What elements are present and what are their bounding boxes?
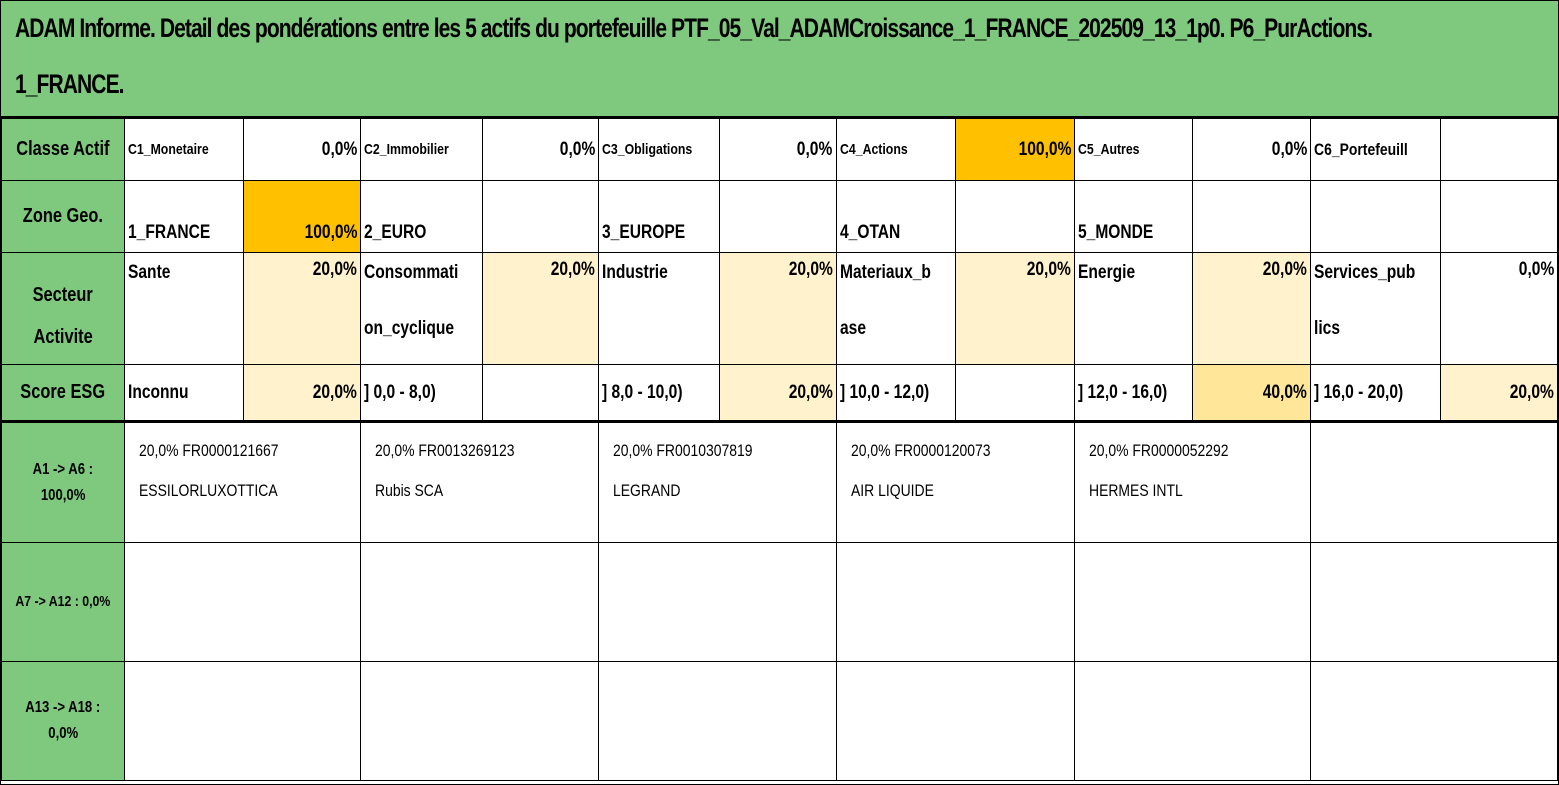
cell-name[interactable]: 2_EURO (360, 180, 484, 253)
cell-value[interactable] (955, 364, 1076, 422)
cell-name[interactable]: 3_EUROPE (597, 180, 720, 253)
cell-value[interactable] (1440, 118, 1558, 181)
row-zone-geo: Zone Geo. 1_FRANCE 100,0% 2_EURO 3_EUROP… (1, 180, 1558, 253)
cell-name[interactable]: Sante (123, 252, 245, 365)
cell-name[interactable]: ] 8,0 - 10,0) (597, 364, 720, 422)
cell-value[interactable]: 20,0% (955, 252, 1076, 365)
cell-name[interactable]: ] 0,0 - 8,0) (360, 364, 484, 422)
cell-name[interactable]: C4_Actions (835, 118, 957, 181)
asset-cell[interactable]: 20,0% FR0013269123 Rubis SCA (360, 421, 599, 543)
cell-name[interactable]: Inconnu (123, 364, 245, 422)
asset-cell-empty[interactable] (1309, 661, 1559, 781)
cell-name[interactable]: Materiaux_base (835, 252, 957, 365)
cell-name[interactable]: C3_Obligations (597, 118, 720, 181)
asset-cell-empty[interactable] (360, 661, 599, 781)
cell-value[interactable]: 40,0% (1192, 364, 1311, 422)
cell-value[interactable]: 0,0% (1192, 118, 1311, 181)
cell-value-highlight[interactable]: 100,0% (243, 180, 362, 253)
cell-name[interactable]: 1_FRANCE (123, 180, 245, 253)
cell-value[interactable]: 20,0% (718, 364, 837, 422)
cell-name[interactable]: ] 12,0 - 16,0) (1074, 364, 1194, 422)
row-assets-a1-a6: A1 -> A6 : 100,0% 20,0% FR0000121667 ESSI… (1, 421, 1559, 543)
row-assets-a13-a18: A13 -> A18 : 0,0% (1, 661, 1559, 781)
cell-name[interactable]: 5_MONDE (1074, 180, 1194, 253)
row-classe-actif: Classe Actif C1_Monetaire 0,0% C2_Immobi… (1, 118, 1558, 181)
asset-cell-empty[interactable] (123, 542, 362, 662)
asset-cell[interactable]: 20,0% FR0000121667 ESSILORLUXOTTICA (123, 421, 362, 543)
cell-value[interactable]: 0,0% (243, 118, 362, 181)
cell-name[interactable]: C2_Immobilier (360, 118, 484, 181)
cell-name[interactable]: Consommation_cyclique (360, 252, 484, 365)
row-secteur-activite: Secteur Activite Sante 20,0% Consommatio… (1, 252, 1558, 365)
asset-cell[interactable]: 20,0% FR0000052292 HERMES INTL (1074, 421, 1311, 543)
cell-value[interactable]: 20,0% (243, 364, 362, 422)
cell-value[interactable]: 20,0% (243, 252, 362, 365)
asset-cell-empty[interactable] (835, 542, 1076, 662)
asset-cell[interactable]: 20,0% FR0000120073 AIR LIQUIDE (835, 421, 1076, 543)
cell-name[interactable]: C1_Monetaire (123, 118, 245, 181)
asset-cell-empty[interactable] (597, 542, 837, 662)
row-assets-a7-a12: A7 -> A12 : 0,0% (1, 542, 1559, 662)
asset-cell[interactable] (1309, 421, 1559, 543)
cell-name[interactable]: ] 16,0 - 20,0) (1309, 364, 1442, 422)
cell-name[interactable]: Energie (1074, 252, 1194, 365)
label-secteur-activite: Secteur Activite (1, 252, 125, 365)
asset-cell-empty[interactable] (835, 661, 1076, 781)
cell-value-highlight[interactable]: 100,0% (955, 118, 1076, 181)
cell-name[interactable]: 4_OTAN (835, 180, 957, 253)
title-line-2: 1_FRANCE. (15, 69, 125, 99)
label-score-esg: Score ESG (1, 364, 125, 422)
weights-grid: Classe Actif C1_Monetaire 0,0% C2_Immobi… (1, 118, 1559, 781)
asset-cell-empty[interactable] (1074, 542, 1311, 662)
cell-value[interactable]: 0,0% (1440, 252, 1558, 365)
cell-value[interactable]: 0,0% (718, 118, 837, 181)
cell-value[interactable] (1440, 180, 1558, 253)
label-assets-a1-a6: A1 -> A6 : 100,0% (1, 421, 125, 543)
cell-value[interactable] (482, 180, 599, 253)
asset-cell-empty[interactable] (1074, 661, 1311, 781)
label-classe-actif: Classe Actif (1, 118, 125, 181)
cell-value[interactable] (482, 364, 599, 422)
cell-name[interactable] (1309, 180, 1442, 253)
cell-name[interactable]: C6_Portefeuill (1309, 118, 1442, 181)
label-assets-a13-a18: A13 -> A18 : 0,0% (1, 661, 125, 781)
cell-value[interactable] (955, 180, 1076, 253)
cell-value[interactable]: 20,0% (1192, 252, 1311, 365)
title-line-1: ADAM Informe. Detail des pondérations en… (15, 13, 1373, 43)
cell-value[interactable]: 20,0% (482, 252, 599, 365)
asset-cell-empty[interactable] (123, 661, 362, 781)
cell-value[interactable] (718, 180, 837, 253)
report-title: ADAM Informe. Detail des pondérations en… (1, 1, 1558, 118)
label-zone-geo: Zone Geo. (1, 180, 125, 253)
cell-value[interactable]: 20,0% (718, 252, 837, 365)
cell-name[interactable]: ] 10,0 - 12,0) (835, 364, 957, 422)
label-secteur-activite-line2: Activite (33, 325, 93, 348)
cell-name[interactable]: Services_publics (1309, 252, 1442, 365)
label-assets-a7-a12: A7 -> A12 : 0,0% (1, 542, 125, 662)
asset-cell-empty[interactable] (597, 661, 837, 781)
cell-value[interactable]: 0,0% (482, 118, 599, 181)
row-score-esg: Score ESG Inconnu 20,0% ] 0,0 - 8,0) ] 8… (1, 364, 1558, 422)
cell-name[interactable]: Industrie (597, 252, 720, 365)
asset-cell-empty[interactable] (1309, 542, 1559, 662)
cell-value[interactable] (1192, 180, 1311, 253)
asset-cell[interactable]: 20,0% FR0010307819 LEGRAND (597, 421, 837, 543)
asset-cell-empty[interactable] (360, 542, 599, 662)
cell-name[interactable]: C5_Autres (1074, 118, 1194, 181)
cell-value[interactable]: 20,0% (1440, 364, 1558, 422)
